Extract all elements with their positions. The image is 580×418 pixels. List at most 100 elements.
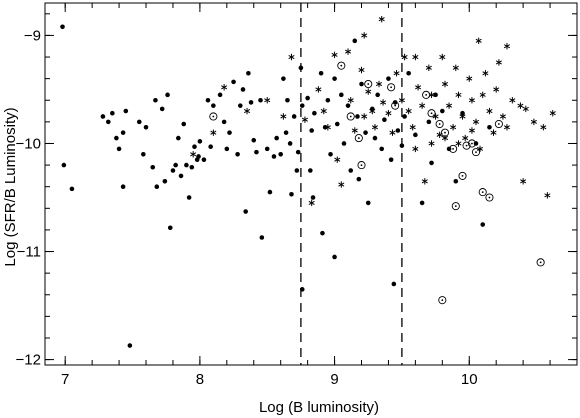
asterisk-point — [475, 37, 482, 45]
open-circle-center — [394, 104, 397, 107]
asterisk-point — [479, 91, 486, 99]
filled-circle-point — [165, 92, 170, 98]
asterisk-stroke — [361, 114, 368, 119]
asterisk-point — [221, 84, 228, 91]
asterisk-stroke — [503, 125, 510, 130]
filled-circle-point — [237, 103, 243, 108]
asterisk-point — [243, 107, 251, 115]
asterisk-stroke — [503, 44, 510, 49]
filled-circle-point — [208, 144, 213, 150]
x-tick-label: 10 — [461, 371, 478, 388]
asterisk-stroke — [301, 117, 308, 122]
open-circle-ring — [485, 193, 494, 202]
plot-frame — [44, 2, 578, 366]
asterisk-point — [455, 140, 462, 147]
asterisk-stroke — [428, 141, 435, 146]
asterisk-stroke — [459, 114, 466, 119]
asterisk-stroke — [401, 54, 408, 60]
open-circle-center — [367, 83, 370, 85]
open-circle-center — [212, 115, 215, 118]
asterisk-point — [210, 129, 217, 136]
filled-circle-point — [287, 141, 293, 146]
filled-circle-point — [312, 110, 317, 116]
filled-circle-point — [154, 184, 160, 190]
asterisk-point — [347, 97, 354, 104]
asterisk-point — [338, 181, 345, 188]
asterisk-point — [503, 43, 510, 50]
asterisk-point — [493, 86, 500, 93]
asterisk-point — [288, 53, 295, 61]
asterisk-stroke — [419, 103, 426, 108]
open-circle-center — [438, 123, 441, 125]
open-circle-center — [454, 205, 457, 208]
filled-circle-point — [61, 162, 67, 168]
open-circle-ring — [387, 83, 396, 92]
filled-circle-point — [120, 184, 126, 190]
filled-circle-point — [310, 195, 316, 200]
open-circle-point — [467, 139, 476, 148]
asterisk-stroke — [369, 109, 376, 114]
filled-circle-point — [308, 168, 313, 173]
asterisk-point — [428, 140, 435, 147]
asterisk-point — [517, 102, 524, 109]
open-circle-center — [349, 115, 352, 118]
asterisk-point — [301, 116, 308, 123]
open-circle-ring — [435, 119, 444, 129]
asterisk-point — [334, 156, 341, 163]
filled-circle-point — [211, 103, 216, 108]
filled-circle-point — [359, 81, 364, 87]
filled-circle-point — [150, 164, 156, 170]
open-circle-center — [340, 64, 343, 67]
asterisk-stroke — [358, 67, 365, 73]
open-circle-ring — [337, 61, 346, 70]
asterisk-stroke — [221, 85, 228, 90]
data-points — [60, 16, 556, 348]
filled-circle-point — [375, 92, 380, 98]
asterisk-point — [358, 66, 365, 74]
filled-circle-point — [167, 225, 173, 231]
filled-circle-point — [231, 79, 236, 85]
filled-circle-point — [243, 209, 248, 214]
asterisk-stroke — [371, 125, 379, 130]
asterisk-stroke — [308, 200, 315, 205]
asterisk-stroke — [452, 65, 459, 70]
filled-circle-point — [341, 141, 347, 146]
filled-circle-point — [283, 130, 289, 135]
filled-circle-point — [295, 149, 301, 155]
asterisk-point — [522, 105, 529, 113]
open-circle-point — [440, 128, 450, 137]
filled-circle-point — [184, 162, 189, 168]
filled-circle-point — [325, 97, 331, 103]
asterisk-point — [439, 53, 446, 61]
filled-circle-point — [413, 132, 418, 138]
asterisk-stroke — [425, 65, 432, 70]
open-circle-center — [475, 151, 477, 154]
asterisk-point — [455, 91, 462, 99]
filled-circle-point — [426, 119, 432, 125]
asterisk-stroke — [475, 38, 482, 43]
asterisk-stroke — [549, 111, 556, 116]
open-circle-ring — [346, 112, 355, 121]
asterisk-stroke — [385, 111, 392, 116]
x-tick-label: 7 — [61, 371, 69, 388]
asterisk-point — [361, 32, 368, 39]
asterisk-point — [385, 110, 392, 117]
filled-circle-point — [299, 103, 305, 108]
filled-circle-point — [480, 222, 486, 227]
filled-circle-point — [116, 146, 122, 152]
open-circle-ring — [451, 202, 460, 211]
filled-circle-point — [123, 108, 129, 114]
open-circle-ring — [467, 139, 476, 148]
open-circle-point — [451, 202, 460, 211]
asterisk-point — [486, 107, 493, 115]
filled-circle-point — [196, 154, 201, 159]
open-circle-ring — [440, 128, 450, 137]
asterisk-point — [466, 75, 473, 82]
open-circle-point — [354, 134, 363, 143]
filled-circle-point — [285, 97, 290, 103]
filled-circle-point — [274, 135, 279, 141]
filled-circle-point — [127, 343, 133, 348]
filled-circle-point — [294, 168, 300, 173]
x-tick-label: 8 — [196, 371, 204, 388]
